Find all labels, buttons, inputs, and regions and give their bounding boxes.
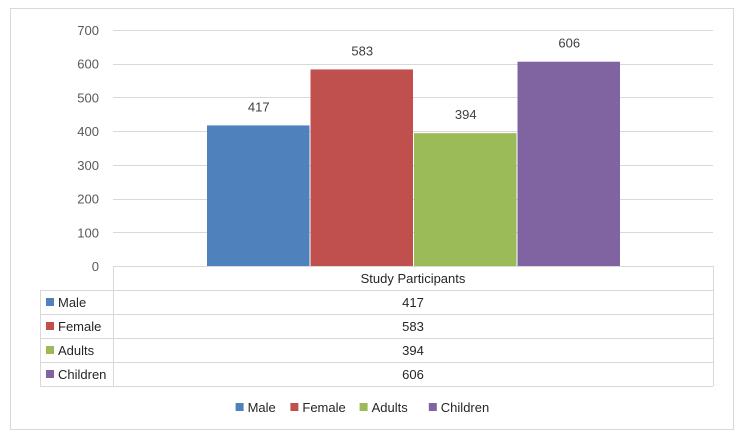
table-legend-key-children — [46, 370, 54, 378]
table-cell-value-male: 417 — [402, 295, 424, 310]
y-tick-label: 200 — [77, 192, 99, 207]
legend-label-adults: Adults — [372, 400, 409, 415]
table-legend-key-male — [46, 298, 54, 306]
table-row-label-children: Children — [58, 367, 106, 382]
data-label-children: 606 — [558, 36, 580, 51]
bar-male — [207, 125, 310, 266]
y-tick-label: 600 — [77, 57, 99, 72]
legend-key-children — [428, 403, 437, 411]
legend-key-male — [235, 403, 244, 411]
table-header-category: Study Participants — [361, 271, 466, 286]
legend-label-children: Children — [441, 400, 489, 415]
legend-label-female: Female — [302, 400, 345, 415]
table-legend-key-adults — [46, 346, 54, 354]
table-row-label-male: Male — [58, 295, 86, 310]
y-tick-label: 700 — [77, 23, 99, 38]
data-label-female: 583 — [351, 43, 373, 58]
bar-children — [517, 61, 620, 266]
table-cell-value-female: 583 — [402, 319, 424, 334]
table-cell-value-adults: 394 — [402, 343, 424, 358]
table-row-label-female: Female — [58, 319, 101, 334]
legend-label-male: Male — [248, 400, 276, 415]
y-tick-label: 300 — [77, 158, 99, 173]
bar-adults — [414, 133, 517, 266]
data-label-adults: 394 — [455, 107, 477, 122]
y-tick-label: 500 — [77, 90, 99, 105]
legend-key-adults — [359, 403, 368, 411]
legend-key-female — [290, 403, 299, 411]
y-tick-label: 0 — [92, 259, 99, 274]
y-tick-label: 400 — [77, 124, 99, 139]
table-row-label-adults: Adults — [58, 343, 95, 358]
y-tick-label: 100 — [77, 225, 99, 240]
table-legend-key-female — [46, 322, 54, 330]
table-cell-value-children: 606 — [402, 367, 424, 382]
data-label-male: 417 — [248, 99, 270, 114]
bar-female — [310, 69, 413, 267]
